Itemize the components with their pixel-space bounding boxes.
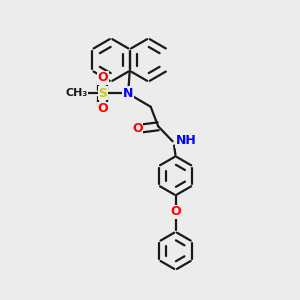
Text: S: S (98, 87, 107, 100)
Text: O: O (170, 205, 181, 218)
Text: O: O (98, 102, 108, 116)
Text: N: N (123, 87, 134, 100)
Text: NH: NH (176, 134, 197, 147)
Text: O: O (98, 71, 108, 84)
Text: CH₃: CH₃ (65, 88, 88, 98)
Text: O: O (132, 122, 142, 135)
